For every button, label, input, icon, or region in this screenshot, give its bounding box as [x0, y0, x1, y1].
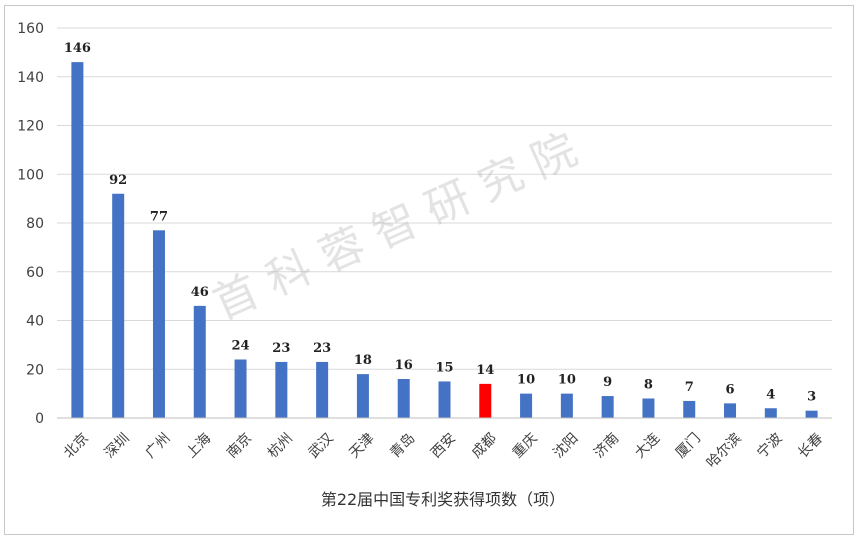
watermark-text: 首科蓉智研究院: [206, 118, 598, 330]
y-tick-label: 120: [17, 119, 44, 135]
data-label: 10: [517, 373, 535, 388]
y-tick-label: 140: [17, 70, 44, 86]
data-label: 92: [109, 173, 127, 188]
data-label: 16: [395, 358, 413, 373]
y-tick-label: 20: [26, 362, 44, 378]
x-tick-label: 西安: [428, 430, 459, 461]
bar: [112, 193, 125, 418]
gridlines: [57, 27, 832, 370]
y-tick-label: 160: [17, 21, 44, 37]
bar: [275, 361, 288, 418]
x-axis-ticks: 北京 深圳 广州 上海 南京 杭州 武汉 天津 青岛 西安 成都 重庆 沈阳 济南 大连 厦门 哈尔滨 宁波 长春: [61, 430, 826, 472]
data-label: 23: [272, 341, 290, 356]
chart-frame: [4, 5, 854, 535]
bar: [520, 393, 533, 418]
bar: [642, 398, 655, 418]
x-tick-label: 济南: [591, 430, 622, 461]
y-tick-label: 80: [26, 216, 44, 232]
bar: [234, 359, 247, 418]
bar: [601, 396, 614, 418]
data-label: 14: [476, 363, 494, 378]
bar: [152, 230, 165, 418]
bar: [764, 408, 777, 418]
x-tick-label: 沈阳: [550, 430, 581, 461]
x-tick-label: 长春: [795, 430, 826, 461]
data-label: 146: [64, 41, 91, 56]
y-axis-ticks: 0 20 40 60 80 100 120 140 160: [17, 21, 44, 427]
x-tick-label: 南京: [224, 430, 255, 461]
x-tick-label: 青岛: [387, 430, 418, 461]
x-tick-label: 武汉: [306, 430, 337, 461]
bar: [724, 403, 737, 418]
x-axis-title: 第22届中国专利奖获得项数（项）: [321, 490, 565, 509]
bar: [71, 62, 84, 418]
x-tick-label: 哈尔滨: [704, 430, 745, 471]
y-tick-label: 100: [17, 167, 44, 183]
data-label: 46: [191, 285, 209, 300]
data-label: 6: [726, 382, 735, 397]
data-label: 24: [232, 339, 250, 354]
data-label: 15: [435, 360, 453, 375]
bar: [479, 383, 492, 418]
x-tick-label: 杭州: [265, 430, 296, 461]
bar: [683, 400, 696, 418]
data-label: 23: [313, 341, 331, 356]
bar: [193, 305, 206, 418]
data-label: 77: [150, 209, 168, 224]
x-tick-label: 宁波: [754, 430, 786, 462]
bar: [316, 361, 329, 418]
bar: [560, 393, 573, 418]
data-label: 8: [644, 378, 653, 393]
y-tick-label: 60: [26, 265, 44, 281]
x-tick-label: 上海: [183, 430, 214, 461]
x-tick-label: 深圳: [102, 430, 133, 461]
bar: [438, 381, 451, 418]
data-label: 10: [558, 373, 576, 388]
data-labels: 146 92 77 46 24 23 23 18 16 15 14 10 10 9 8 7 6 4 3: [64, 41, 816, 405]
y-tick-label: 40: [26, 314, 44, 330]
bar: [397, 379, 410, 418]
data-label: 7: [685, 380, 694, 395]
data-label: 18: [354, 353, 372, 368]
x-tick-label: 天津: [346, 430, 377, 461]
bar: [356, 374, 369, 418]
bar: [805, 410, 818, 418]
x-tick-label: 大连: [632, 430, 663, 461]
x-tick-label: 厦门: [673, 430, 704, 461]
data-label: 9: [603, 375, 612, 390]
data-label: 3: [807, 390, 816, 405]
y-tick-label: 0: [35, 411, 44, 427]
x-tick-label: 北京: [61, 430, 92, 461]
x-tick-label: 广州: [142, 430, 173, 461]
x-tick-label: 重庆: [510, 430, 541, 461]
data-label: 4: [766, 387, 775, 402]
bars: [71, 62, 818, 418]
x-tick-label: 成都: [469, 430, 500, 461]
